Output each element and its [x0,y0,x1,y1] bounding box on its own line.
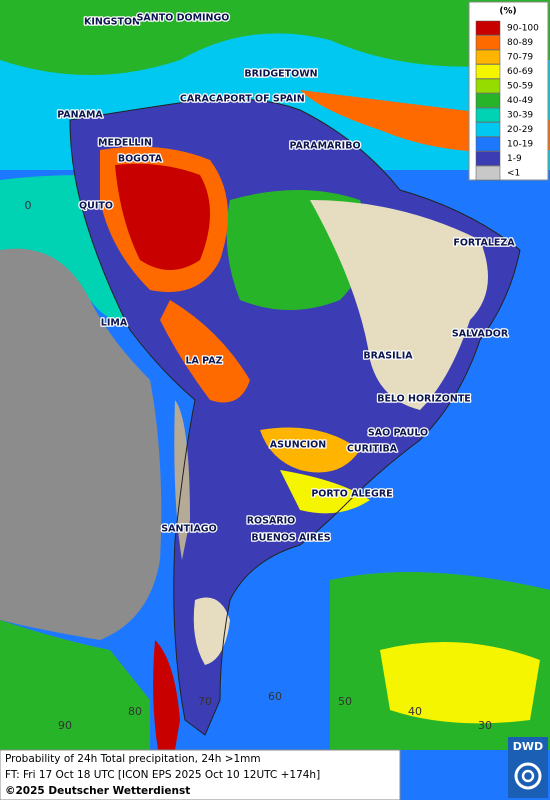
city-label: QUITO [79,201,113,212]
legend-label: 30-39 [507,111,533,121]
legend-label: 1-9 [507,154,522,164]
city-label: BRASILIA [363,351,413,362]
legend-swatch [475,35,501,50]
logo-icon [521,769,535,783]
field [0,620,150,750]
legend-swatch [475,93,501,108]
city-label: SANTIAGO [161,524,216,535]
legend-swatch [475,64,501,79]
graticule-label: 50 [338,695,352,708]
legend-label: 10-19 [507,140,533,150]
graticule-label: 60 [268,690,282,703]
footer-line: Probability of 24h Total precipitation, … [5,753,261,765]
city-label: PARAMARIBO [289,141,360,152]
legend-swatch [475,107,501,123]
legend-label: 80-89 [507,38,533,48]
legend-label: 90-100 [507,24,539,34]
city-label: PANAMA [57,110,103,121]
city-label: MEDELLIN [98,138,152,149]
city-label: PORTO ALEGRE [311,489,392,500]
graticule-label: 0 [25,199,32,212]
legend-swatch [475,151,501,166]
city-label: LIMA [101,318,128,329]
graticule-label: 80 [128,705,142,718]
legend-swatch [475,165,501,181]
field [160,300,250,403]
city-label: LA PAZ [185,356,222,367]
field [260,427,360,473]
legend-title: (%) [499,7,516,17]
city-label: ASUNCION [270,440,326,451]
legend-label: 60-69 [507,67,533,77]
city-label: BELO HORIZONTE [377,394,471,405]
field [153,640,180,750]
graticule-label: 70 [198,695,212,708]
legend-label: <1 [507,169,520,179]
graticule-label: 30 [478,719,492,732]
legend-swatch [475,78,501,94]
city-label: CURITIBA [347,444,398,455]
legend-label: 40-49 [507,96,533,106]
city-label: PORT OF SPAIN [223,94,304,105]
city-label: CARACAS [180,94,230,105]
logo-text: DWD [513,740,543,753]
dry-area [0,248,162,641]
coastline [69,98,521,736]
footer-box [0,749,401,800]
legend-swatch [475,20,501,36]
legend-swatch [475,122,501,137]
copyright: ©2025 Deutscher Wetterdienst [5,785,190,797]
city-label: BUENOS AIRES [251,533,330,544]
city-label: ROSARIO [247,516,296,527]
city-label: SAO PAULO [368,428,428,439]
field [380,642,540,724]
logo-icon [514,762,542,790]
graticule-label: 40 [408,705,422,718]
dry-area [193,597,230,665]
footer-line: FT: Fri 17 Oct 18 UTC [ICON EPS 2025 Oct… [5,769,320,781]
legend-label: 20-29 [507,125,533,135]
dry-area [310,200,488,410]
city-label: KINGSTON [84,17,140,28]
legend-label: 70-79 [507,53,533,63]
field [115,163,210,270]
city-label: BRIDGETOWN [244,69,317,80]
city-label: BOGOTA [118,154,163,165]
field [0,0,550,75]
legend-label: 50-59 [507,82,533,92]
legend-swatch [475,136,501,152]
city-label: SANTO DOMINGO [137,13,230,24]
legend-swatch [475,49,501,65]
city-label: FORTALEZA [453,238,515,249]
city-label: SALVADOR [452,329,509,340]
graticule-label: 90 [58,719,72,732]
legend: (%) 90-100 80-89 70-79 60-69 50-59 40-49 30-39 2… [475,7,539,181]
